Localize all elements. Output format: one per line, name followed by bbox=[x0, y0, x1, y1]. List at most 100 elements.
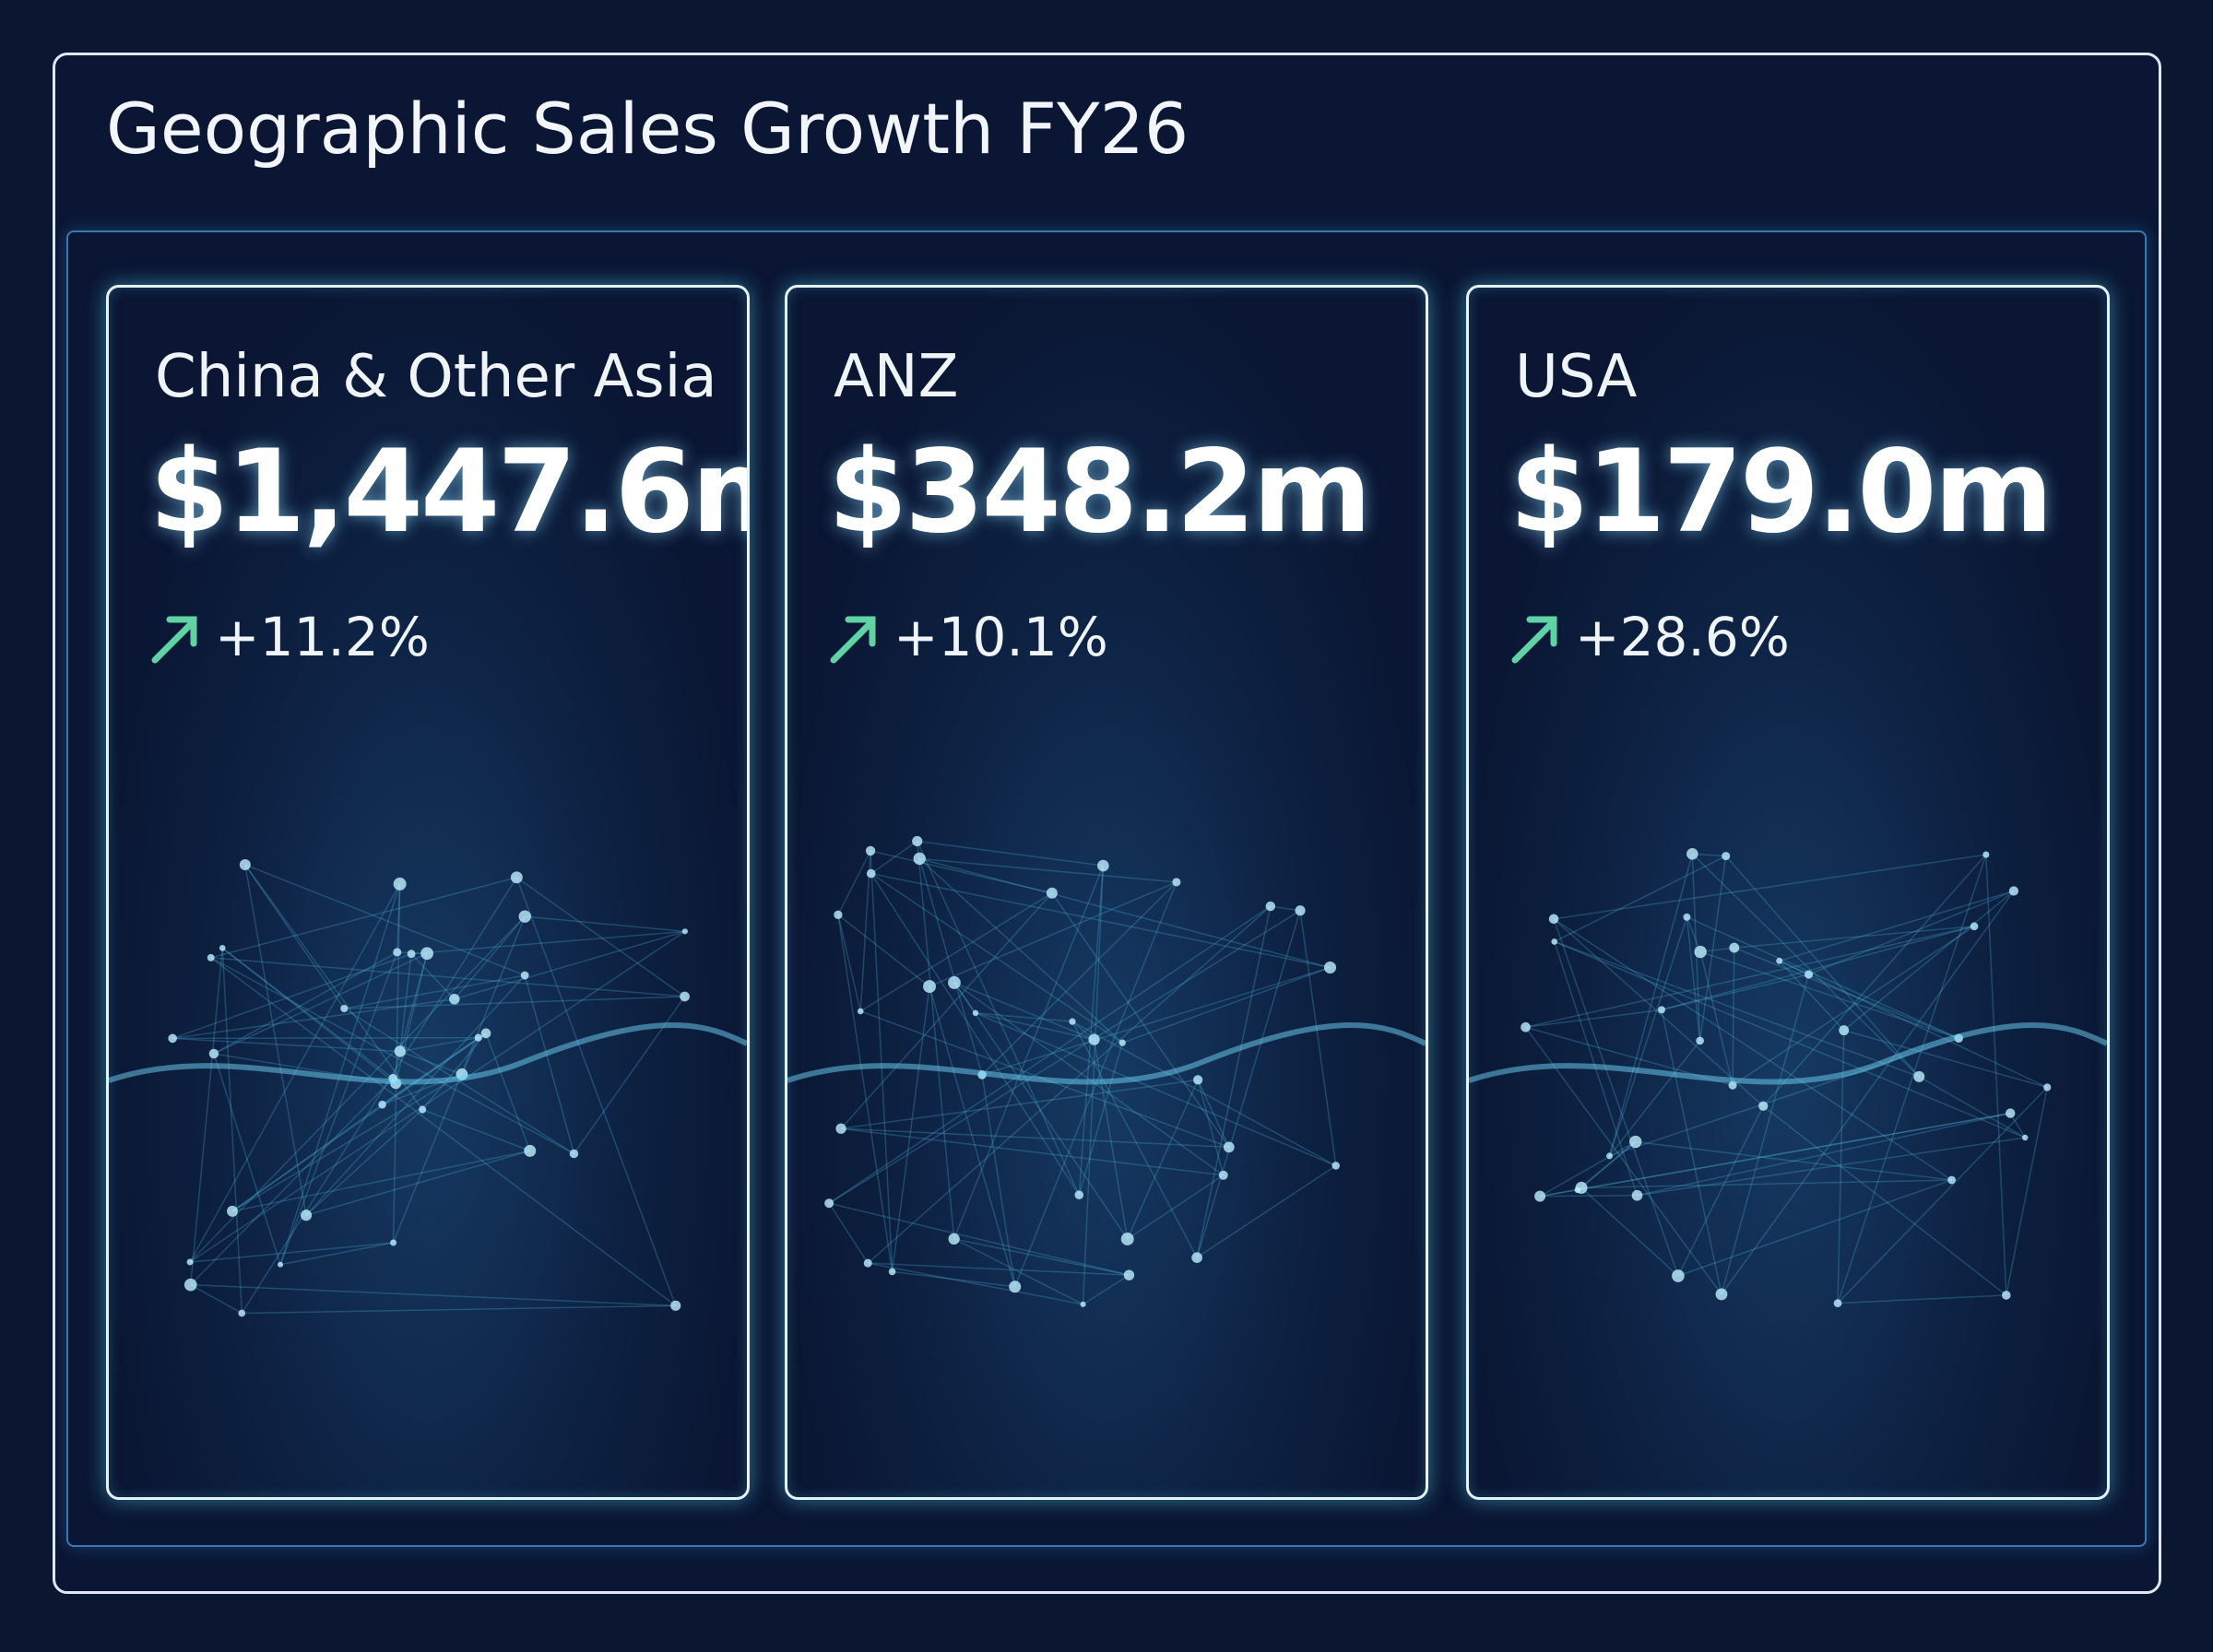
network-node bbox=[912, 835, 923, 847]
network-line bbox=[867, 905, 1272, 1264]
network-node bbox=[863, 1258, 872, 1268]
network-line bbox=[1779, 890, 2015, 962]
network-node bbox=[866, 868, 876, 879]
network-line bbox=[1661, 1009, 1722, 1295]
network-line bbox=[421, 1108, 531, 1152]
network-node bbox=[1606, 1152, 1614, 1160]
network-line bbox=[868, 1262, 1130, 1276]
network-line bbox=[953, 1238, 1130, 1276]
network-line bbox=[917, 840, 1104, 867]
network-node bbox=[474, 1033, 482, 1042]
network-line bbox=[411, 930, 685, 955]
network-node bbox=[419, 1105, 427, 1114]
network-line bbox=[231, 1073, 463, 1212]
network-node bbox=[2001, 1291, 2011, 1300]
network-node bbox=[824, 1198, 834, 1209]
network-node bbox=[1097, 859, 1109, 872]
network-line bbox=[919, 857, 1331, 969]
map-illustration bbox=[787, 835, 1426, 1307]
network-node bbox=[681, 928, 688, 935]
network-node bbox=[1982, 851, 1990, 858]
light-stream bbox=[1469, 1022, 2107, 1085]
network-line bbox=[1725, 856, 1920, 1078]
network-line bbox=[1635, 1140, 1952, 1181]
network-node bbox=[835, 1123, 846, 1134]
network-line bbox=[396, 883, 401, 952]
network-node bbox=[301, 1210, 313, 1221]
network-line bbox=[981, 966, 1331, 1076]
network-node bbox=[913, 852, 926, 866]
network-line bbox=[837, 850, 871, 915]
network-line bbox=[891, 986, 930, 1272]
network-line bbox=[1539, 1112, 2011, 1198]
network-line bbox=[1121, 966, 1331, 1044]
network-line bbox=[382, 1037, 479, 1105]
network-node bbox=[1657, 1006, 1665, 1014]
network-line bbox=[1838, 1294, 2006, 1304]
network-line bbox=[1677, 1105, 1764, 1277]
network-node bbox=[1223, 1141, 1235, 1153]
network-node bbox=[1088, 1033, 1100, 1045]
network-line bbox=[221, 948, 243, 1314]
network-node bbox=[420, 947, 433, 961]
network-node bbox=[857, 1008, 864, 1015]
network-line bbox=[840, 1127, 1224, 1176]
network-node bbox=[1193, 1075, 1203, 1085]
network-line bbox=[244, 864, 423, 1111]
network-line bbox=[828, 1202, 869, 1264]
network-line bbox=[1196, 1164, 1337, 1258]
network-node bbox=[393, 877, 407, 891]
growth-change: +11.2% bbox=[215, 606, 430, 668]
network-node bbox=[186, 1258, 194, 1266]
network-line bbox=[870, 850, 893, 1272]
network-line bbox=[279, 883, 401, 1265]
network-line bbox=[515, 877, 686, 997]
network-line bbox=[1732, 926, 1975, 1086]
network-line bbox=[461, 1037, 479, 1075]
network-line bbox=[1698, 856, 1727, 1042]
network-line bbox=[279, 951, 398, 1266]
network-line bbox=[1577, 1112, 2011, 1191]
network-line bbox=[1078, 866, 1105, 1196]
network-line bbox=[975, 1012, 1337, 1167]
network-line bbox=[190, 1078, 394, 1286]
network-node bbox=[1551, 938, 1558, 945]
network-line bbox=[221, 947, 396, 1084]
network-node bbox=[1191, 1252, 1202, 1263]
network-node bbox=[208, 1048, 219, 1059]
network-node bbox=[510, 871, 523, 884]
network-line bbox=[892, 1270, 1015, 1288]
network-line bbox=[213, 951, 398, 1055]
network-line bbox=[1078, 1043, 1123, 1196]
network-node bbox=[2008, 886, 2019, 896]
network-line bbox=[1686, 916, 1701, 1041]
network-node bbox=[480, 1028, 491, 1039]
network-line bbox=[1918, 1076, 2026, 1139]
network-line bbox=[975, 1012, 1073, 1022]
network-line bbox=[1721, 891, 2015, 1295]
network-node bbox=[378, 1100, 386, 1109]
network-line bbox=[454, 930, 686, 1000]
network-node bbox=[1218, 1170, 1228, 1180]
network-node bbox=[2005, 1108, 2016, 1118]
network-line bbox=[1808, 890, 2015, 975]
network-node bbox=[1323, 961, 1337, 974]
network-node bbox=[407, 950, 416, 959]
network-line bbox=[1196, 905, 1272, 1258]
network-line bbox=[1580, 1140, 1637, 1189]
network-line bbox=[953, 982, 1095, 1041]
network-line bbox=[1686, 916, 1959, 1039]
network-node bbox=[2043, 1083, 2052, 1092]
network-line bbox=[981, 1074, 1016, 1287]
network-line bbox=[953, 865, 1105, 1240]
network-line bbox=[305, 1150, 530, 1216]
network-line bbox=[828, 905, 1272, 1204]
network-line bbox=[1197, 1080, 1225, 1176]
network-line bbox=[172, 1037, 400, 1053]
network-line bbox=[870, 850, 1053, 894]
network-node bbox=[394, 1045, 407, 1057]
network-line bbox=[454, 915, 526, 1000]
network-node bbox=[1080, 1301, 1086, 1307]
network-line bbox=[918, 858, 983, 1076]
network-node bbox=[569, 1149, 579, 1159]
